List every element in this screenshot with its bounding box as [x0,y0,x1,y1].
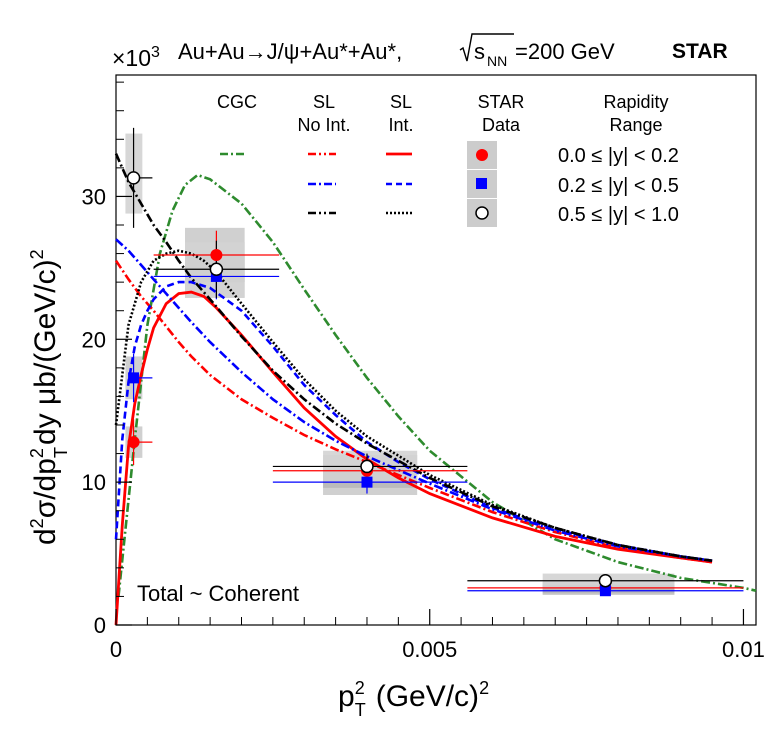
legend-header-sl-noint-2: No Int. [297,115,350,135]
x-tick-label-2: 0.01 [722,637,765,662]
legend-range-2: 0.5 ≤ |y| < 1.0 [558,204,679,226]
x-axis-label: p2 T (GeV/c)2 [338,678,489,720]
data-point-2-0 [126,171,141,185]
chart-title: Au+Au→J/ψ+Au*+Au*, [178,39,402,64]
legend-star-marker-black [475,206,489,220]
legend-header-star-2: Data [482,115,521,135]
legend-star-marker-red [476,149,488,161]
series-line-1 [114,290,713,626]
legend: CGC SL No Int. SL Int. STAR Data Rapidit… [217,92,679,227]
data-point-2-3 [598,573,613,588]
y-tick-label-3: 30 [82,184,106,209]
legend-header-sl-int-2: Int. [388,115,413,135]
data-point-1-2 [361,476,373,488]
legend-star-marker-blue [476,178,487,189]
series-line-2 [114,259,713,564]
y-tick-label-1: 10 [82,470,106,495]
data-point-1-1 [210,270,222,282]
data-point-1-0 [128,372,140,384]
annotation: Total ~ Coherent [137,581,299,606]
series-line-4 [115,238,713,562]
sqrt-label: s [474,39,485,64]
series-line-6 [114,153,713,562]
data-point-2-1 [209,262,224,277]
data-point-0-1 [210,249,223,261]
legend-header-rapidity-2: Range [609,115,662,135]
legend-header-star-1: STAR [478,92,525,112]
legend-header-rapidity-1: Rapidity [603,92,668,112]
plot-frame [115,74,757,626]
x-tick-label-1: 0.005 [402,637,457,662]
legend-header-cgc: CGC [217,92,257,112]
data-point-1-3 [599,585,611,597]
data-point-0-0 [127,436,140,449]
sqrt-subscript: NN [487,53,507,69]
legend-range-0: 0.0 ≤ |y| < 0.2 [558,145,679,167]
data-point-2-2 [360,459,374,474]
sqrt-symbol [459,33,514,62]
legend-header-sl-int-1: SL [390,92,412,112]
x-tick-label-0: 0 [110,637,122,662]
energy-label: =200 GeV [515,39,615,64]
multiplier: ×103 [112,44,160,71]
y-tick-label-2: 20 [82,327,106,352]
experiment-label: STAR [672,40,728,63]
series-line-3 [114,280,713,562]
y-axis-label: d2σ/dp2 Tdy μb/(GeV/c)2 [27,249,71,545]
y-tick-label-0: 0 [94,613,106,638]
legend-header-sl-noint-1: SL [313,92,335,112]
legend-range-1: 0.2 ≤ |y| < 0.5 [558,175,679,197]
